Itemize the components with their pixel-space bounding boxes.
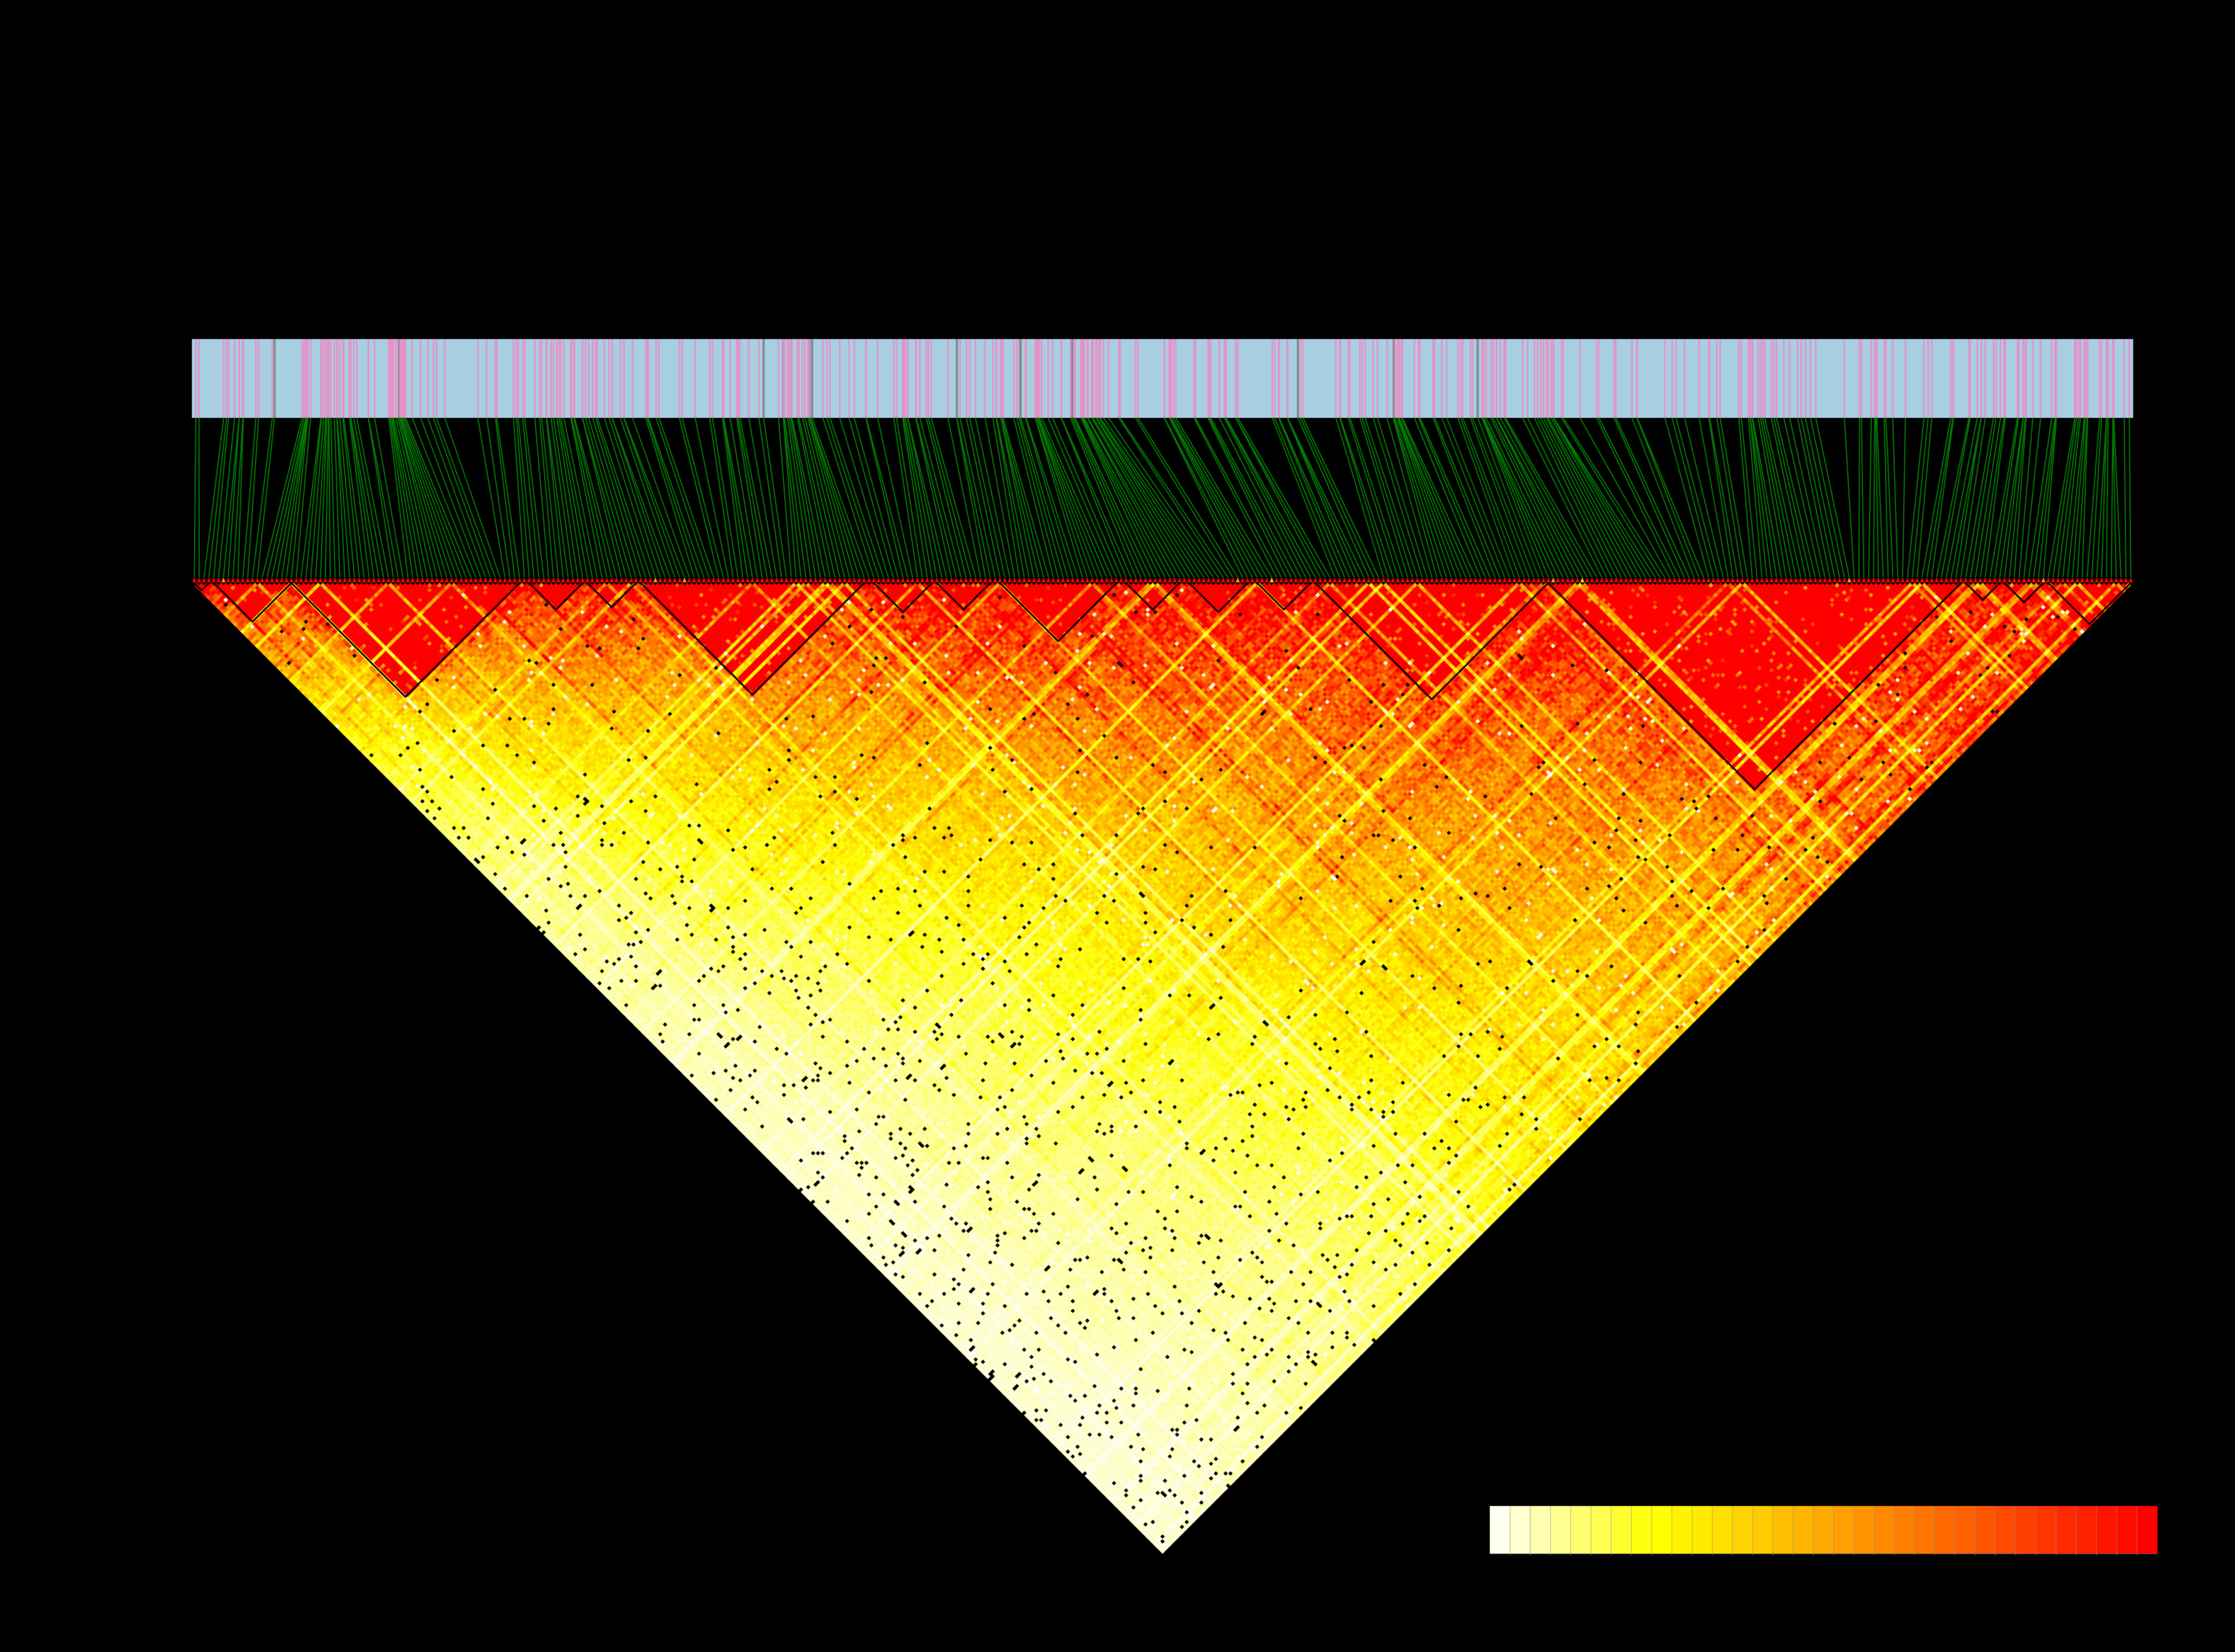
ld-color-scale-legend (0, 0, 2235, 1652)
ld-plot-figure (0, 0, 2235, 1652)
